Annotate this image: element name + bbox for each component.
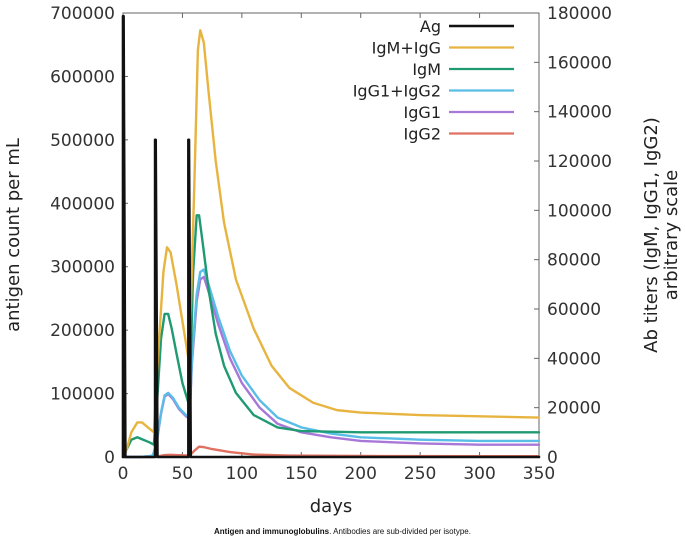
y-left-tick-label: 700000 — [50, 4, 115, 24]
y-right-tick-label: 140000 — [547, 103, 612, 123]
series-line-ag — [121, 14, 541, 459]
legend-label: IgM — [412, 60, 441, 79]
x-axis-ticks: 0 50 100 150 200 250 300 350 — [118, 13, 555, 484]
legend-label: IgM+IgG — [372, 39, 441, 58]
y-left-tick-label: 400000 — [50, 194, 115, 214]
y-left-tick-label: 500000 — [50, 131, 115, 151]
y-right-tick-label: 0 — [547, 448, 558, 468]
series-line-igg1-plus-igg2 — [121, 268, 541, 459]
y-right-axis-ticks: 0 20000 40000 60000 80000 100000 120000 140000 1… — [534, 4, 612, 468]
legend-label: IgG2 — [404, 125, 441, 144]
y-left-tick-label: 300000 — [50, 258, 115, 278]
figure-caption: Antigen and immunoglobulins. Antibodies … — [0, 527, 685, 536]
x-tick-label: 300 — [463, 464, 495, 484]
y-right-tick-label: 60000 — [547, 300, 601, 320]
y-left-tick-label: 100000 — [50, 385, 115, 405]
y-left-tick-label: 0 — [104, 448, 115, 468]
y-right-tick-label: 20000 — [547, 399, 601, 419]
x-tick-label: 0 — [118, 464, 129, 484]
y-right-axis-title-line2: arbitrary scale — [661, 170, 682, 301]
y-right-tick-label: 120000 — [547, 152, 612, 172]
chart: 0 50 100 150 200 250 300 350 010000020000030000… — [3, 4, 682, 517]
legend-label: IgG1+IgG2 — [353, 82, 441, 101]
x-tick-label: 200 — [344, 464, 376, 484]
y-right-tick-label: 100000 — [547, 201, 612, 221]
y-left-tick-label: 600000 — [50, 67, 115, 87]
y-left-tick-label: 200000 — [50, 321, 115, 341]
y-right-tick-label: 80000 — [547, 251, 601, 271]
legend: Ag IgM+IgG IgM IgG1+IgG2 IgG1 IgG2 — [353, 17, 514, 144]
y-left-axis-title: antigen count per mL — [3, 138, 24, 332]
y-right-tick-label: 180000 — [547, 4, 612, 24]
x-tick-label: 250 — [404, 464, 436, 484]
legend-label: IgG1 — [404, 103, 441, 122]
x-tick-label: 50 — [172, 464, 194, 484]
y-left-axis-ticks: 0 100000 200000 300000 400000 500000 600000 700… — [50, 4, 128, 468]
x-tick-label: 350 — [523, 464, 555, 484]
legend-label: Ag — [420, 17, 441, 36]
series-line-igm-plus-igg — [121, 29, 541, 459]
y-right-tick-label: 40000 — [547, 349, 601, 369]
x-axis-title: days — [310, 496, 353, 517]
x-tick-label: 150 — [285, 464, 317, 484]
y-right-tick-label: 160000 — [547, 53, 612, 73]
caption-bold: Antigen and immunoglobulins — [214, 527, 330, 536]
x-tick-label: 100 — [226, 464, 258, 484]
series-line-igg2 — [121, 445, 541, 459]
series-line-igg1 — [121, 275, 541, 459]
series-layer — [121, 14, 541, 459]
caption-rest: . Antibodies are sub-divided per isotype… — [329, 527, 471, 536]
y-right-axis-title-line1: Ab titers (IgM, IgG1, IgG2) — [641, 117, 662, 353]
